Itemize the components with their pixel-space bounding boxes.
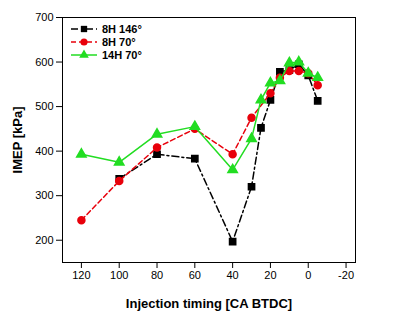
svg-text:60: 60 — [189, 269, 201, 281]
svg-text:400: 400 — [35, 145, 53, 157]
svg-text:700: 700 — [35, 11, 53, 23]
html-text:8H 70°: 8H 70° — [102, 35, 136, 48]
svg-text:200: 200 — [35, 234, 53, 246]
svg-text:20: 20 — [264, 269, 276, 281]
html-text:14H 70°: 14H 70° — [102, 48, 142, 61]
svg-text:300: 300 — [35, 189, 53, 201]
svg-text:0: 0 — [305, 269, 311, 281]
svg-text:500: 500 — [35, 100, 53, 112]
svg-text:40: 40 — [227, 269, 239, 281]
svg-text:80: 80 — [151, 269, 163, 281]
svg-text:-20: -20 — [338, 269, 354, 281]
html-text:8H 146°: 8H 146° — [102, 22, 142, 35]
svg-text:IMEP [kPa]: IMEP [kPa] — [10, 107, 25, 174]
svg-text:100: 100 — [110, 269, 128, 281]
svg-text:600: 600 — [35, 56, 53, 68]
svg-text:120: 120 — [72, 269, 90, 281]
svg-text:Injection timing [CA BTDC]: Injection timing [CA BTDC] — [126, 296, 292, 311]
